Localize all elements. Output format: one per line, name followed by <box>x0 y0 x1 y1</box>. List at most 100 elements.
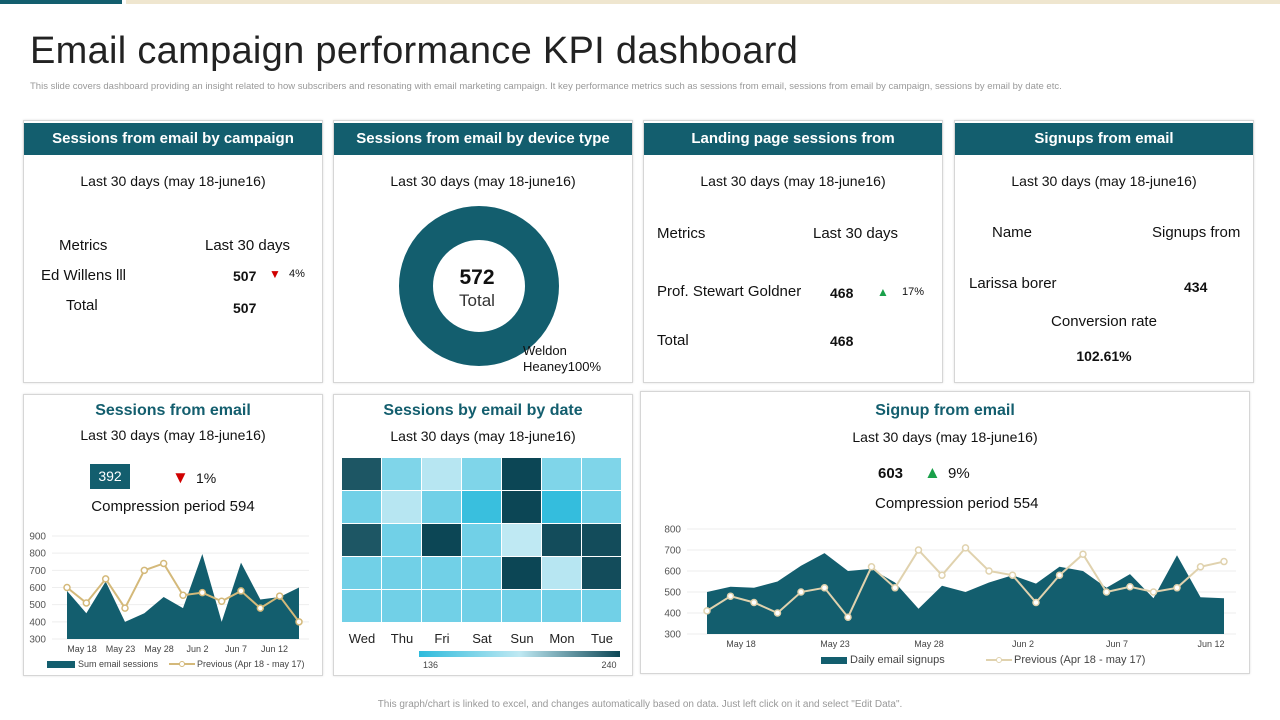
line-point <box>1173 584 1181 592</box>
page-title: Email campaign performance KPI dashboard <box>30 30 799 72</box>
landing-panel: Landing page sessions from Last 30 days … <box>643 120 943 383</box>
y-tick-label: 800 <box>664 525 681 536</box>
change-value: 1% <box>196 470 217 486</box>
panel-header: Landing page sessions from <box>644 123 942 155</box>
line-point <box>726 592 735 600</box>
line-point <box>1196 563 1205 571</box>
line-point <box>797 588 805 596</box>
x-tick-label: Jun 2 <box>186 644 208 654</box>
heatmap-cell <box>542 590 581 622</box>
panel-header: Sessions from email by campaign <box>24 123 322 155</box>
x-tick-label: Sun <box>510 631 533 646</box>
x-tick-label: May 23 <box>820 639 850 649</box>
line-point <box>121 604 129 612</box>
x-tick-label: Wed <box>349 631 376 646</box>
sessions-area-chart: 300 400 500 600 700 800 900 May 18 May 23 May 28 J… <box>29 532 309 669</box>
line-point <box>1149 588 1158 596</box>
panel-title: Sessions by email by date <box>383 402 583 419</box>
panel-title: Signup from email <box>875 402 1015 419</box>
line-point <box>101 575 110 583</box>
heatmap-cell <box>462 590 501 622</box>
total-label: Total <box>66 297 98 314</box>
area-series <box>707 553 1224 634</box>
line-point <box>961 544 970 552</box>
heatmap-cell <box>542 491 581 523</box>
heatmap-cell <box>342 590 381 622</box>
bydate-panel: Sessions by email by date Last 30 days (… <box>333 394 633 676</box>
conversion-value: 102.61% <box>1076 348 1132 364</box>
y-tick-label: 800 <box>29 549 46 560</box>
column-header: Last 30 days <box>205 237 291 254</box>
legend-marker <box>179 661 185 667</box>
line-point <box>867 563 876 571</box>
line-point <box>703 607 711 615</box>
period-label: Last 30 days (may 18-june16) <box>700 173 886 189</box>
y-tick-label: 300 <box>664 630 681 641</box>
y-tick-label: 500 <box>664 588 681 599</box>
heatmap-cell <box>382 524 421 556</box>
x-tick-label: Tue <box>591 631 613 646</box>
line-point <box>1032 598 1040 607</box>
x-tick-label: Jun 12 <box>261 644 288 654</box>
line-point <box>217 597 226 605</box>
heatmap-cell <box>462 458 501 490</box>
donut-total: 572 <box>459 266 495 289</box>
heatmap-cell <box>382 590 421 622</box>
y-tick-label: 300 <box>29 635 46 646</box>
heatmap-cell <box>502 557 541 589</box>
change-value: 4% <box>289 268 305 280</box>
column-header: Metrics <box>59 237 108 254</box>
heatmap-cell <box>462 491 501 523</box>
heatmap-cell <box>542 458 581 490</box>
y-tick-label: 600 <box>664 567 681 578</box>
signups-value: 603 <box>878 465 904 482</box>
heatmap-cell <box>382 557 421 589</box>
device-panel: Sessions from email by device type Last … <box>333 120 633 383</box>
up-arrow-icon: ▲ <box>924 463 941 482</box>
total-label: Total <box>657 332 689 349</box>
x-tick-label: Fri <box>434 631 449 646</box>
period-label: Last 30 days (may 18-june16) <box>1011 173 1197 189</box>
line-point <box>1055 571 1064 579</box>
column-header: Name <box>992 224 1033 241</box>
heatmap-cell <box>422 590 461 622</box>
line-point <box>63 583 71 592</box>
x-tick-label: Thu <box>391 631 413 646</box>
sessions-panel: Sessions from email Last 30 days (may 18… <box>23 394 323 676</box>
x-tick-label: Jun 7 <box>225 644 247 654</box>
x-tick-label: Jun 7 <box>1106 639 1128 649</box>
y-tick-label: 400 <box>664 609 681 620</box>
heatmap-cell <box>502 458 541 490</box>
row-name: Prof. Stewart Goldner <box>657 283 802 300</box>
y-tick-label: 500 <box>29 600 46 611</box>
column-header: Signups from <box>1152 224 1241 241</box>
x-tick-label: May 18 <box>726 639 756 649</box>
change-value: 9% <box>948 465 970 482</box>
heatmap-cell <box>342 524 381 556</box>
heatmap-cell <box>422 458 461 490</box>
line-point <box>198 588 207 597</box>
donut-total-label: Total <box>459 291 495 310</box>
page-subtitle: This slide covers dashboard providing an… <box>30 81 1062 92</box>
y-tick-label: 400 <box>29 617 46 628</box>
donut-chart <box>399 206 559 366</box>
line-point <box>773 609 782 617</box>
heatmap-cell <box>582 590 621 622</box>
heatmap-cell <box>502 491 541 523</box>
heatmap-cell <box>382 491 421 523</box>
panel-header: Signups from email <box>955 123 1253 155</box>
heatmap-cell <box>342 557 381 589</box>
donut-slice <box>399 206 559 366</box>
heatmap-cell <box>422 491 461 523</box>
x-tick-label: Jun 2 <box>1012 639 1034 649</box>
line-point <box>844 613 852 621</box>
x-tick-label: May 28 <box>914 639 944 649</box>
line-point <box>1126 583 1134 591</box>
legend-swatch <box>821 657 847 664</box>
line-point <box>891 584 899 592</box>
x-tick-label: Mon <box>549 631 574 646</box>
line-point <box>237 587 245 595</box>
line-point <box>750 598 758 607</box>
heatmap-cell <box>502 590 541 622</box>
total-value: 507 <box>233 300 257 316</box>
